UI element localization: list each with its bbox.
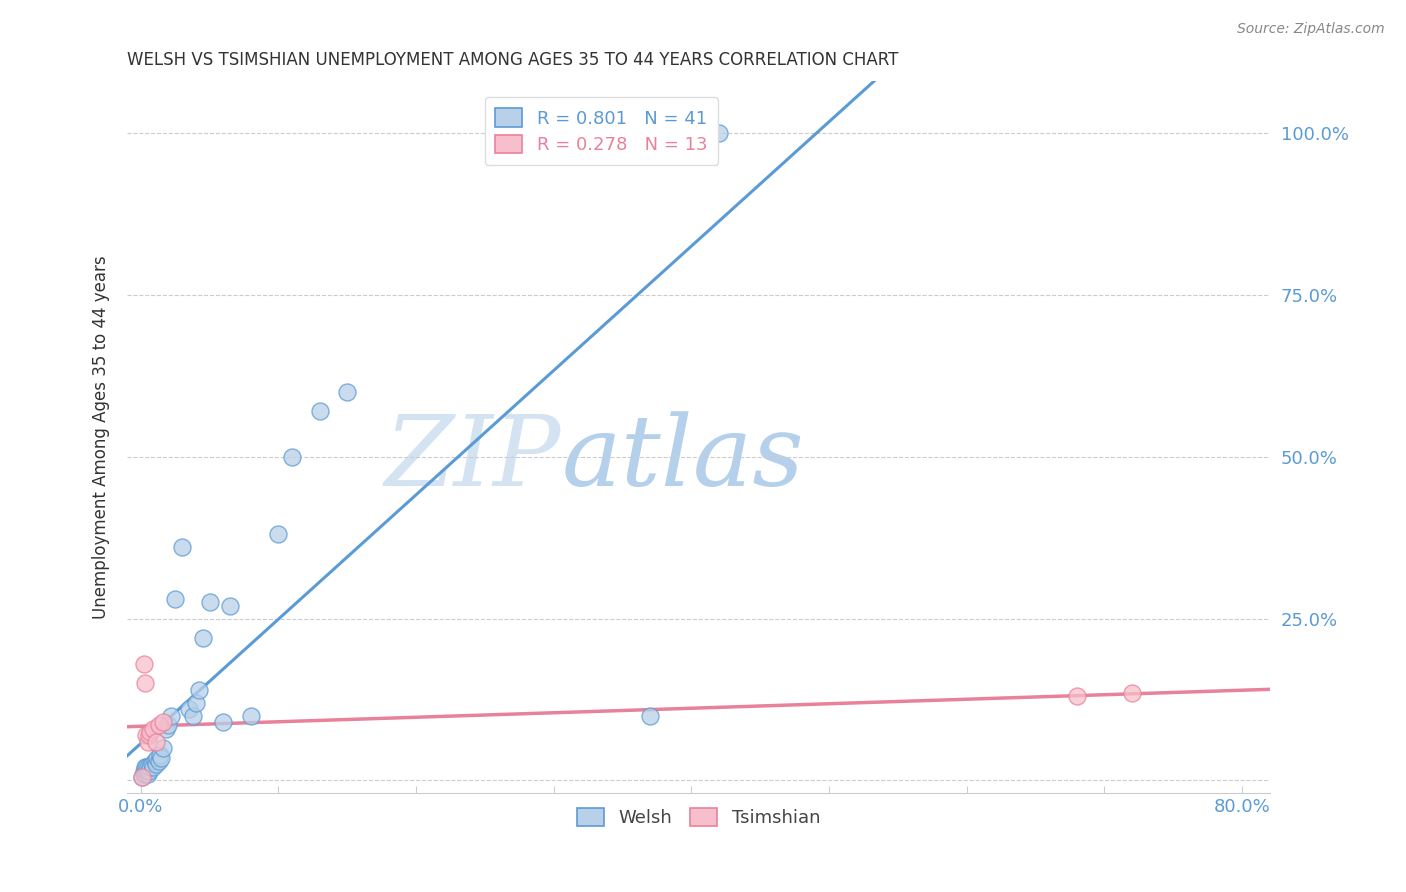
- Point: [142, 760, 165, 774]
- Point: [134, 760, 156, 774]
- Point: [184, 696, 207, 710]
- Point: [155, 722, 177, 736]
- Point: [145, 757, 167, 772]
- Point: [132, 657, 155, 671]
- Point: [1066, 690, 1088, 704]
- Point: [212, 715, 235, 730]
- Point: [267, 527, 290, 541]
- Y-axis label: Unemployment Among Ages 35 to 44 years: Unemployment Among Ages 35 to 44 years: [93, 255, 110, 619]
- Point: [134, 767, 156, 781]
- Text: ZIP: ZIP: [385, 411, 561, 507]
- Point: [157, 718, 180, 732]
- Point: [308, 404, 330, 418]
- Point: [666, 126, 689, 140]
- Point: [191, 631, 214, 645]
- Point: [219, 599, 242, 613]
- Point: [160, 708, 183, 723]
- Point: [281, 450, 304, 464]
- Point: [139, 760, 162, 774]
- Point: [181, 708, 204, 723]
- Point: [141, 757, 163, 772]
- Point: [132, 764, 155, 778]
- Point: [135, 764, 157, 778]
- Point: [131, 770, 153, 784]
- Point: [152, 715, 174, 730]
- Point: [148, 754, 170, 768]
- Text: Source: ZipAtlas.com: Source: ZipAtlas.com: [1237, 22, 1385, 37]
- Point: [142, 722, 165, 736]
- Point: [135, 760, 157, 774]
- Point: [198, 595, 221, 609]
- Point: [170, 541, 193, 555]
- Point: [1121, 686, 1143, 700]
- Point: [134, 676, 156, 690]
- Text: WELSH VS TSIMSHIAN UNEMPLOYMENT AMONG AGES 35 TO 44 YEARS CORRELATION CHART: WELSH VS TSIMSHIAN UNEMPLOYMENT AMONG AG…: [127, 51, 898, 69]
- Point: [707, 126, 730, 140]
- Point: [152, 741, 174, 756]
- Point: [135, 728, 157, 742]
- Point: [136, 760, 159, 774]
- Point: [139, 724, 162, 739]
- Text: atlas: atlas: [561, 411, 804, 507]
- Point: [138, 728, 160, 742]
- Point: [132, 767, 155, 781]
- Point: [143, 754, 166, 768]
- Point: [149, 747, 172, 762]
- Point: [336, 385, 359, 400]
- Legend: Welsh, Tsimshian: Welsh, Tsimshian: [569, 800, 827, 834]
- Point: [177, 702, 200, 716]
- Point: [638, 708, 661, 723]
- Point: [150, 750, 173, 764]
- Point: [131, 770, 153, 784]
- Point: [145, 734, 167, 748]
- Point: [148, 718, 170, 732]
- Point: [165, 592, 187, 607]
- Point: [239, 708, 262, 723]
- Point: [136, 767, 159, 781]
- Point: [136, 734, 159, 748]
- Point: [146, 750, 169, 764]
- Point: [187, 682, 209, 697]
- Point: [138, 764, 160, 778]
